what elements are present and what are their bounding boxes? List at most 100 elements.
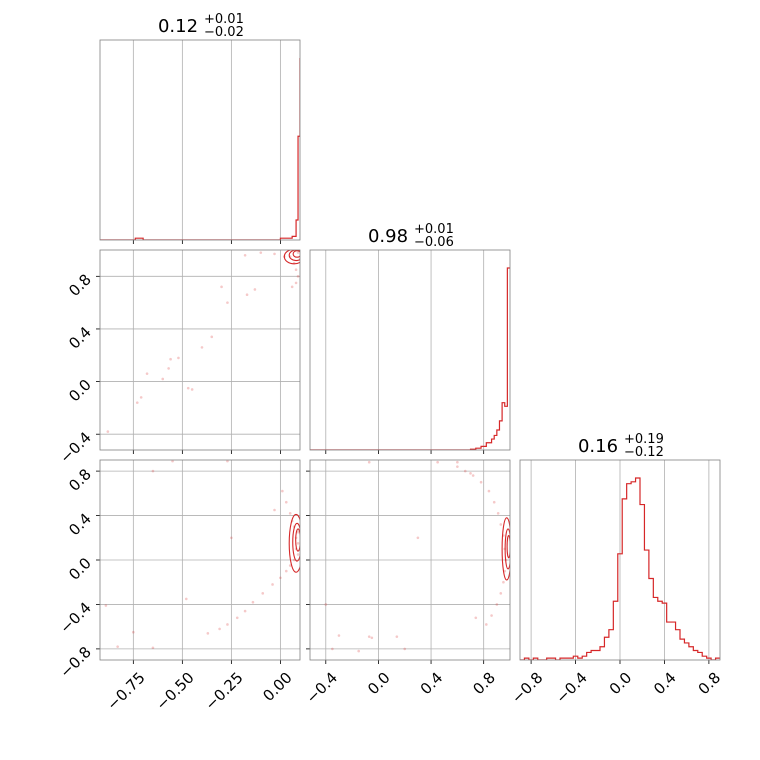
sample-point [296, 275, 300, 278]
y-tick-label: 0.8 [65, 270, 95, 300]
sample-point [296, 553, 300, 556]
sample-point [479, 480, 483, 484]
sample-point [271, 583, 274, 586]
sample-point [273, 252, 276, 256]
sample-point [167, 367, 170, 370]
sample-point [226, 623, 229, 626]
y-tick-label: 0.8 [65, 465, 95, 495]
sample-point [190, 388, 194, 391]
sample-point [324, 603, 328, 606]
sample-point [220, 285, 223, 289]
sample-point [169, 357, 172, 361]
sample-point [284, 500, 288, 504]
x-tick-label: 0.8 [695, 669, 725, 699]
sample-point [226, 460, 229, 463]
panel-1-0: −0.4 0.0 0.4 0.8 [56, 249, 301, 467]
panel-1-1: 0.98 +0.01−0.06 [309, 222, 511, 454]
contour-line [506, 535, 510, 559]
sample-point [230, 536, 233, 540]
sample-point [296, 530, 300, 534]
title-plus-error: +0.01 [414, 222, 454, 237]
title-minus-error: −0.02 [204, 25, 244, 40]
sample-point [395, 635, 399, 638]
y-tick-label: 0.0 [65, 376, 95, 406]
title-plus-error: +0.19 [624, 432, 664, 447]
histogram-line [310, 267, 510, 450]
contour-line [504, 528, 510, 570]
sample-point [243, 253, 247, 257]
sample-point [469, 472, 472, 475]
panel-frame [99, 459, 301, 661]
sample-point [294, 268, 298, 272]
x-tick-label: 0.0 [364, 669, 394, 699]
sample-point [492, 500, 496, 504]
sample-point [456, 460, 459, 464]
sample-point [331, 647, 334, 651]
x-tick-label: 0.4 [417, 669, 447, 699]
panel-frame [99, 39, 301, 241]
sample-point [151, 646, 155, 650]
sample-point [495, 603, 499, 606]
x-tick-label: 0.00 [259, 669, 295, 705]
title-median: 0.16 [578, 436, 618, 457]
plot-area [104, 460, 300, 650]
sample-point [490, 614, 493, 617]
sample-point [436, 460, 439, 464]
contour-line [292, 522, 300, 562]
sample-point [474, 616, 478, 620]
y-tick-label: −0.4 [56, 428, 94, 466]
sample-point [171, 460, 174, 463]
title-minus-error: −0.12 [624, 445, 664, 460]
sample-point [245, 293, 249, 297]
x-tick-label: 0.8 [469, 669, 499, 699]
sample-point [403, 647, 407, 651]
sample-point [456, 465, 459, 468]
title-median: 0.98 [368, 226, 408, 247]
title-plus-error: +0.01 [204, 12, 244, 27]
sample-point [273, 508, 276, 512]
panel-frame [309, 249, 511, 451]
sample-point [471, 474, 475, 477]
contour-line [288, 513, 300, 573]
sample-point [139, 396, 143, 399]
y-tick-label: −0.4 [56, 599, 94, 637]
sample-point [370, 636, 374, 640]
x-tick-label: −0.4 [552, 669, 590, 707]
sample-point [294, 281, 298, 285]
y-tick-label: 0.4 [65, 323, 95, 353]
sample-point [357, 649, 360, 653]
histogram-line [100, 58, 300, 240]
x-tick-label: −0.75 [103, 669, 148, 714]
y-tick-label: 0.0 [65, 554, 95, 584]
sample-point [499, 592, 503, 595]
sample-point [296, 542, 300, 545]
sample-point [151, 469, 155, 473]
sample-point [261, 592, 265, 595]
sample-point [251, 600, 255, 604]
sample-point [226, 301, 229, 304]
sample-point [218, 627, 221, 631]
panel-0-0: 0.12 +0.01−0.02 [99, 12, 301, 244]
sample-point [416, 536, 420, 540]
sample-point [259, 251, 263, 254]
sample-point [200, 346, 204, 349]
y-tick-label: −0.8 [56, 643, 94, 681]
panel-2-2: −0.8 −0.4 0.0 0.4 0.8 0.16 +0.19−0.12 [508, 432, 724, 707]
panel-frame [309, 459, 511, 661]
panel-frame [519, 459, 721, 661]
sample-point [367, 460, 371, 464]
sample-point [177, 356, 180, 360]
sample-point [184, 597, 188, 601]
sample-point [145, 372, 149, 375]
x-tick-label: −0.4 [303, 669, 341, 707]
plot-area [310, 267, 510, 450]
contour-line [292, 250, 300, 258]
sample-point [463, 469, 467, 473]
sample-point [206, 632, 210, 635]
x-tick-label: 0.4 [650, 669, 680, 699]
contour-line [288, 250, 300, 262]
contour-line [283, 250, 300, 265]
sample-point [502, 580, 505, 584]
sample-point [281, 489, 284, 493]
